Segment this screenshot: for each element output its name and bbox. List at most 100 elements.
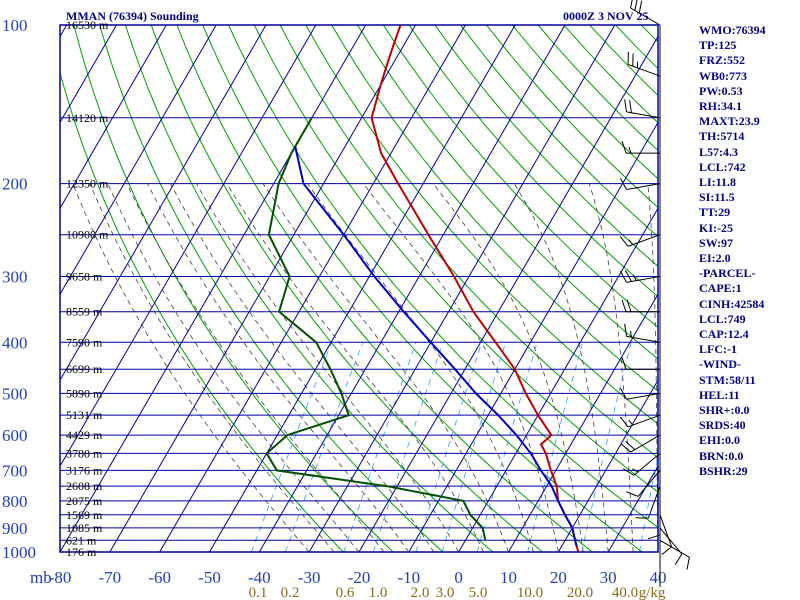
temperature-tick-label: 30 (600, 568, 617, 587)
isotherm-line (458, 207, 658, 552)
isotherm-line (159, 25, 466, 552)
stat-line: SI:11.5 (699, 190, 735, 205)
stat-line: KI:-25 (699, 220, 733, 235)
isotherm-line (258, 25, 566, 552)
stat-line: LI:11.8 (699, 175, 737, 190)
stat-line: LFC:-1 (699, 342, 737, 357)
wind-barb (624, 99, 661, 119)
wind-barb (620, 387, 661, 400)
height-label: 9658 m (66, 269, 103, 283)
height-label: 621 m (66, 533, 97, 547)
isotherm-line (60, 25, 217, 296)
wind-barb (627, 51, 661, 77)
moist-adiabat-line (72, 183, 310, 552)
chart-title: MMAN (76394) Sounding (66, 9, 199, 23)
mixing-ratio-label: 0.1 (249, 585, 268, 600)
isotherm-line (109, 25, 416, 552)
mixing-ratio-line (372, 342, 444, 552)
wind-barb (621, 299, 660, 313)
grid (59, 24, 659, 553)
mixing-ratio-label: 40.0 (612, 585, 638, 600)
pressure-tick-label: 300 (2, 267, 28, 286)
isotherm-line (60, 25, 367, 552)
mixing-ratio-line (476, 342, 538, 552)
wind-barb (635, 485, 661, 519)
height-label: 12350 m (66, 177, 109, 191)
height-label: 1569 m (66, 508, 103, 522)
mixing-ratio-label: 2.0 (411, 585, 430, 600)
moist-adiabat-line (107, 183, 360, 552)
stat-line: -PARCEL- (699, 266, 756, 281)
temperature-tick-label: -10 (397, 568, 420, 587)
stat-line: FRZ:552 (699, 53, 745, 68)
isotherm-line (209, 25, 516, 552)
wind-barb (619, 234, 661, 247)
isotherm-line (508, 293, 658, 552)
stat-line: RH:34.1 (699, 99, 742, 114)
mixing-ratio-line (639, 454, 658, 552)
isotherm-line (358, 35, 658, 552)
temperature-tick-label: 10 (500, 568, 517, 587)
stat-line: EI:2.0 (699, 251, 731, 266)
stat-line: SRDS:40 (699, 418, 746, 433)
wind-barb (622, 453, 661, 476)
height-label: 3780 m (66, 446, 103, 460)
stat-line: EHI:0.0 (699, 433, 741, 448)
isotherm-line (308, 25, 616, 552)
moist-adiabat-line (432, 183, 584, 552)
mixing-ratio-line (284, 342, 364, 552)
wind-barb (630, 0, 661, 26)
moist-adiabat-line (126, 183, 385, 552)
mixing-ratio-line (441, 342, 507, 552)
stat-line: BRN:0.0 (699, 448, 744, 463)
moist-adiabat-line (170, 183, 435, 552)
dry-adiabat-line (124, 25, 494, 552)
height-label: 2075 m (66, 494, 103, 508)
height-label: 3176 m (66, 463, 103, 477)
pressure-tick-label: 1000 (2, 543, 36, 562)
stat-line: CINH:42584 (699, 296, 765, 311)
wind-barb (626, 470, 661, 497)
unit-label: mb (30, 568, 52, 587)
moist-adiabat-line (363, 183, 559, 552)
stat-line: SW:97 (699, 235, 734, 250)
isotherm-line (60, 25, 117, 124)
wind-barb (647, 500, 661, 540)
height-label: 176 m (66, 545, 97, 559)
isotherm-line (60, 25, 317, 468)
mixing-ratio-label: 3.0 (436, 585, 455, 600)
mixing-ratio-line (527, 342, 584, 552)
height-label: 6699 m (66, 362, 103, 376)
pressure-tick-label: 200 (2, 175, 28, 194)
moist-adiabat-line (147, 183, 410, 552)
height-label: 2608 m (66, 479, 103, 493)
height-label: 14120 m (66, 111, 109, 125)
mixing-ratio-label: 0.6 (336, 585, 355, 600)
pressure-tick-label: 900 (2, 519, 28, 538)
stat-line: TP:125 (699, 38, 737, 53)
sounding-traces (265, 25, 580, 552)
mixing-ratio-label: 10.0 (517, 585, 543, 600)
wind-barb (619, 414, 661, 428)
mixing-ratio-line (581, 342, 632, 552)
moist-adiabat-line (307, 183, 534, 552)
stat-line: PW:0.53 (699, 83, 743, 98)
moist-adiabat-line (196, 183, 460, 552)
pressure-tick-label: 600 (2, 426, 28, 445)
wind-barb (620, 270, 661, 283)
time-label: 0000Z 3 NOV 25 (563, 9, 648, 23)
mixing-ratio-label: 20.0 (567, 585, 593, 600)
height-label: 8559 m (66, 305, 103, 319)
height-label: 10900 m (66, 228, 109, 242)
wind-barb (621, 357, 660, 370)
mixing-ratio-label: g/kg (639, 585, 666, 600)
mixing-ratio-label: 5.0 (469, 585, 488, 600)
stat-line: STM:58/11 (699, 372, 756, 387)
wind-barb (620, 434, 661, 453)
stat-line: CAPE:1 (699, 281, 742, 296)
isotherm-line (557, 379, 658, 552)
stat-line: HEL:11 (699, 387, 740, 402)
wind-barb (621, 140, 660, 154)
temperature-tick-label: -70 (98, 568, 121, 587)
dewpoint-trace (265, 117, 487, 541)
